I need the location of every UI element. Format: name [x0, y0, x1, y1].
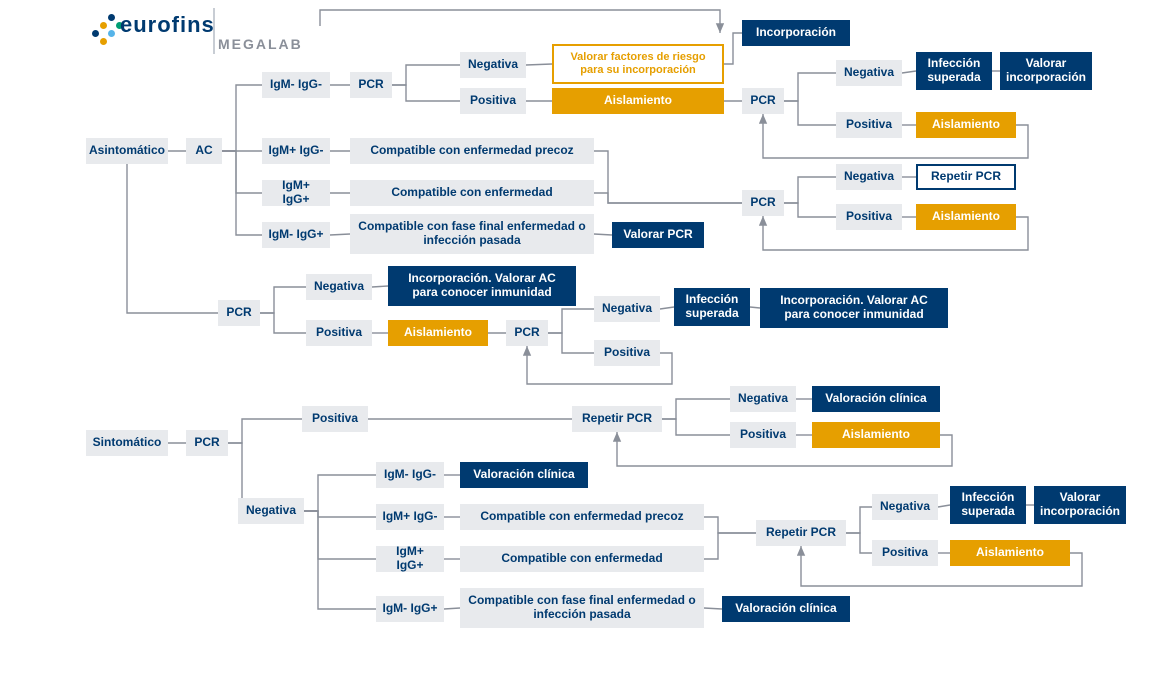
node-pcr_c: PCR [186, 430, 228, 456]
node-pcr_b: PCR [218, 300, 260, 326]
node-comp_enf1: Compatible con enfermedad [350, 180, 594, 206]
logo-brand: eurofins [120, 12, 215, 38]
node-pcr_a2: PCR [742, 88, 784, 114]
logo-sub: MEGALAB [218, 36, 303, 52]
node-comp_fase1: Compatible con fase final enfermedad o i… [350, 214, 594, 254]
node-inf_sup1: Infección superada [916, 52, 992, 90]
node-aisl6: Aislamiento [950, 540, 1070, 566]
node-comp_enf2: Compatible con enfermedad [460, 546, 704, 572]
node-igmp_iggp_1: IgM+ IgG+ [262, 180, 330, 206]
node-rep_pcr2: Repetir PCR [756, 520, 846, 546]
node-pcr_b2: PCR [506, 320, 548, 346]
logo-dot [100, 22, 107, 29]
node-aisl4: Aislamiento [388, 320, 488, 346]
node-inf_sup2: Infección superada [674, 288, 750, 326]
node-riesgo: Valorar factores de riesgo para su incor… [552, 44, 724, 84]
node-aisl2: Aislamiento [916, 112, 1016, 138]
logo-dot [108, 14, 115, 21]
node-igmn_iggp_2: IgM- IgG+ [376, 596, 444, 622]
node-neg_c1: Negativa [730, 386, 796, 412]
node-aisl1: Aislamiento [552, 88, 724, 114]
node-neg_b: Negativa [306, 274, 372, 300]
node-aisl3: Aislamiento [916, 204, 1016, 230]
node-inc_val_ac1: Incorporación. Valorar AC para conocer i… [388, 266, 576, 306]
node-aisl5: Aislamiento [812, 422, 940, 448]
node-inf_sup3: Infección superada [950, 486, 1026, 524]
node-asint: Asintomático [86, 138, 168, 164]
node-igmn_iggp_1: IgM- IgG+ [262, 222, 330, 248]
logo-dot [108, 30, 115, 37]
node-pcr_a3: PCR [742, 190, 784, 216]
node-igmp_iggp_2: IgM+ IgG+ [376, 546, 444, 572]
node-pos_a3: Positiva [836, 204, 902, 230]
node-neg_a2: Negativa [836, 60, 902, 86]
node-inc_val_ac2: Incorporación. Valorar AC para conocer i… [760, 288, 948, 328]
node-neg_c: Negativa [238, 498, 304, 524]
node-neg_a1: Negativa [460, 52, 526, 78]
node-igmn_iggn_1: IgM- IgG- [262, 72, 330, 98]
logo-dot [100, 38, 107, 45]
node-val_clin3: Valoración clínica [722, 596, 850, 622]
node-val_clin2: Valoración clínica [460, 462, 588, 488]
node-val_inc2: Valorar incorporación [1034, 486, 1126, 524]
node-rep_pcr0: Repetir PCR [916, 164, 1016, 190]
node-neg_d: Negativa [872, 494, 938, 520]
node-rep_pcr1: Repetir PCR [572, 406, 662, 432]
node-comp_precoz2: Compatible con enfermedad precoz [460, 504, 704, 530]
node-ac1: AC [186, 138, 222, 164]
node-neg_a3: Negativa [836, 164, 902, 190]
node-val_clin1: Valoración clínica [812, 386, 940, 412]
node-val_inc1: Valorar incorporación [1000, 52, 1092, 90]
node-pos_c: Positiva [302, 406, 368, 432]
node-igmp_iggn_2: IgM+ IgG- [376, 504, 444, 530]
node-pos_a1: Positiva [460, 88, 526, 114]
node-pos_d: Positiva [872, 540, 938, 566]
node-igmp_iggn_1: IgM+ IgG- [262, 138, 330, 164]
node-sint: Sintomático [86, 430, 168, 456]
node-igmn_iggn_2: IgM- IgG- [376, 462, 444, 488]
node-pos_c1: Positiva [730, 422, 796, 448]
node-pos_a2: Positiva [836, 112, 902, 138]
node-pcr_a1: PCR [350, 72, 392, 98]
node-incorp1: Incorporación [742, 20, 850, 46]
logo-dot [92, 30, 99, 37]
node-pos_b2: Positiva [594, 340, 660, 366]
node-val_pcr1: Valorar PCR [612, 222, 704, 248]
node-pos_b: Positiva [306, 320, 372, 346]
node-comp_fase2: Compatible con fase final enfermedad o i… [460, 588, 704, 628]
node-comp_precoz1: Compatible con enfermedad precoz [350, 138, 594, 164]
node-neg_b2: Negativa [594, 296, 660, 322]
